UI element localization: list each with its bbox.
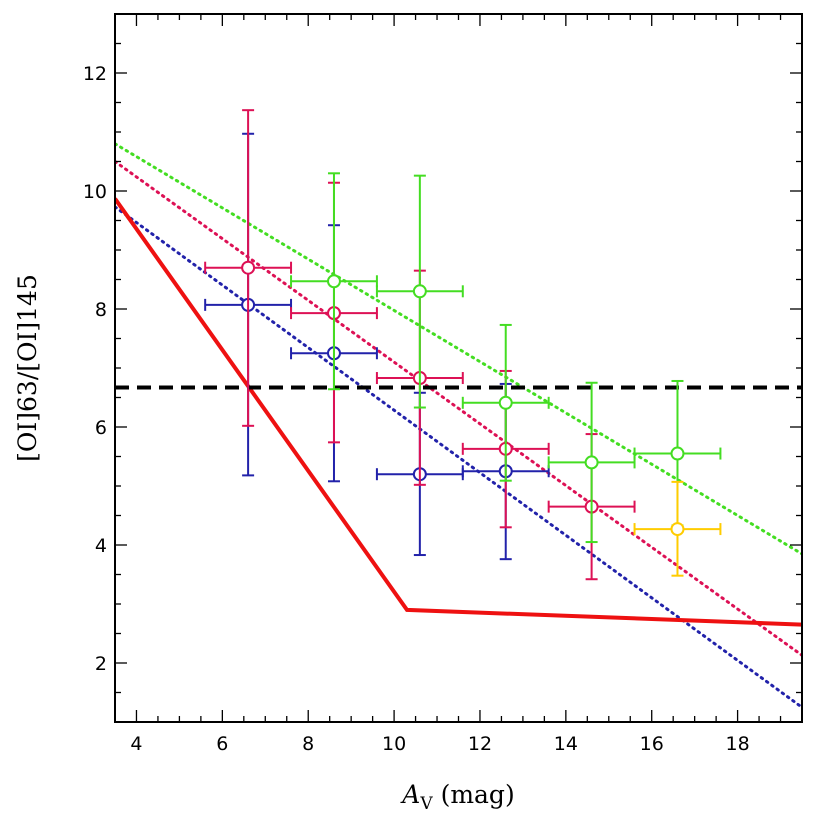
line-green-fit xyxy=(115,142,802,556)
plot-frame xyxy=(114,13,803,723)
y-tick-label: 6 xyxy=(95,417,107,439)
x-tick-label: 18 xyxy=(726,733,750,755)
marker xyxy=(584,455,599,470)
marker xyxy=(326,274,341,289)
x-axis-label-main: A xyxy=(400,780,420,809)
series-blue xyxy=(204,132,550,561)
y-tick-label: 8 xyxy=(95,299,107,321)
line-blue-fit xyxy=(115,205,802,709)
x-tick-label: 16 xyxy=(640,733,664,755)
point-green-2 xyxy=(375,174,464,409)
point-yellow-1 xyxy=(633,480,722,577)
marker xyxy=(498,395,513,410)
y-tick-label: 4 xyxy=(95,535,107,557)
point-green-3 xyxy=(461,323,550,482)
point-green-4 xyxy=(547,381,636,544)
x-tick-label: 6 xyxy=(216,733,228,755)
point-magenta-1 xyxy=(204,109,293,427)
x-tick-label: 10 xyxy=(382,733,406,755)
x-tick-label: 8 xyxy=(302,733,314,755)
y-tick-label: 12 xyxy=(83,63,107,85)
y-tick-label: 10 xyxy=(83,181,107,203)
marker xyxy=(241,260,256,275)
x-tick-label: 14 xyxy=(554,733,578,755)
marker xyxy=(412,284,427,299)
marker xyxy=(670,522,685,537)
marker xyxy=(670,446,685,461)
lines-layer xyxy=(115,142,802,709)
x-axis-label: AV (mag) xyxy=(400,780,514,814)
series-yellow xyxy=(633,480,722,577)
line-red-model xyxy=(115,197,802,627)
y-tick-label: 2 xyxy=(95,653,107,675)
ticks-layer: 4 6 8 10 12 14 16 18 2 4 6 8 10 12 xyxy=(83,13,803,755)
y-axis-label: [OI]63/[OI]145 xyxy=(13,274,42,462)
x-axis-label-sub: V xyxy=(419,794,433,814)
line-magenta-fit xyxy=(115,160,802,657)
points-layer xyxy=(204,109,722,581)
point-green-1 xyxy=(290,172,378,391)
x-tick-label: 12 xyxy=(468,733,492,755)
x-axis-label-unit: (mag) xyxy=(433,780,515,809)
x-tick-label: 4 xyxy=(130,733,142,755)
